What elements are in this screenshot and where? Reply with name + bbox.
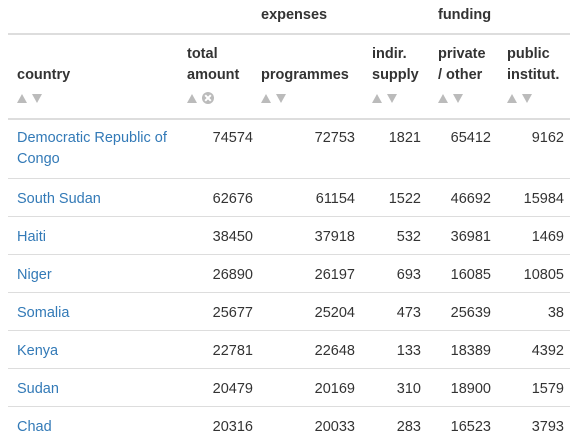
column-header-private-other[interactable]: private / other: [438, 44, 486, 86]
programmes-cell: 20169: [314, 381, 355, 397]
public-institut-cell: 15984: [523, 191, 564, 207]
total-amount-cell: 62676: [212, 191, 253, 207]
country-link[interactable]: Sudan: [17, 381, 59, 397]
public-institut-cell: 3793: [531, 419, 564, 435]
column-header-indir-supply[interactable]: indir. supply: [372, 44, 419, 86]
table-row: Haiti 38450 37918 532 36981 1469: [8, 216, 570, 255]
column-header-public-institut[interactable]: public institut.: [507, 44, 559, 86]
header-line-1: indir.: [372, 46, 407, 62]
indir-supply-cell: 693: [396, 267, 421, 283]
header-line-2: supply: [372, 67, 419, 83]
programmes-cell: 26197: [314, 267, 355, 283]
sort-ascending-icon[interactable]: [438, 93, 448, 103]
country-link[interactable]: Niger: [17, 267, 52, 283]
public-institut-cell: 38: [547, 305, 564, 321]
indir-supply-cell: 310: [396, 381, 421, 397]
sort-descending-icon[interactable]: [387, 93, 397, 103]
header-line-2: country: [17, 67, 71, 83]
indir-supply-cell: 532: [396, 229, 421, 245]
group-header-funding: funding: [438, 7, 492, 23]
public-institut-cell: 1579: [531, 381, 564, 397]
private-other-cell: 25639: [450, 305, 491, 321]
public-institut-cell: 10805: [523, 267, 564, 283]
sort-controls-country: [17, 92, 42, 104]
private-other-cell: 46692: [450, 191, 491, 207]
country-link[interactable]: Kenya: [17, 343, 59, 359]
column-header-country[interactable]: country: [17, 44, 70, 86]
total-amount-cell: 20479: [212, 381, 253, 397]
private-other-cell: 65412: [450, 130, 491, 146]
header-divider: [8, 118, 570, 120]
programmes-cell: 72753: [314, 130, 355, 146]
table-row: Chad 20316 20033 283 16523 3793: [8, 406, 570, 439]
table-row: Sudan 20479 20169 310 18900 1579: [8, 368, 570, 407]
sort-controls-public-institut: [507, 92, 532, 104]
sort-controls-total-amount: [187, 92, 214, 104]
sort-descending-icon[interactable]: [32, 93, 42, 103]
column-header-programmes[interactable]: programmes: [261, 44, 349, 86]
programmes-cell: 20033: [314, 419, 355, 435]
country-link[interactable]: Democratic Republic of Congo: [17, 130, 167, 167]
column-header-total-amount[interactable]: total amount: [187, 44, 239, 86]
private-other-cell: 16523: [450, 419, 491, 435]
header-line-1: public: [507, 46, 550, 62]
programmes-cell: 25204: [314, 305, 355, 321]
country-link[interactable]: Somalia: [17, 305, 70, 321]
private-other-cell: 36981: [450, 229, 491, 245]
header-line-1: [261, 44, 349, 65]
table-row: South Sudan 62676 61154 1522 46692 15984: [8, 178, 570, 217]
sort-ascending-icon[interactable]: [372, 93, 382, 103]
total-amount-cell: 26890: [212, 267, 253, 283]
sort-ascending-icon[interactable]: [187, 93, 197, 103]
sort-ascending-icon[interactable]: [261, 93, 271, 103]
indir-supply-cell: 1522: [388, 191, 421, 207]
table-row: Niger 26890 26197 693 16085 10805: [8, 254, 570, 293]
header-line-1: total: [187, 46, 218, 62]
table-row: Somalia 25677 25204 473 25639 38: [8, 292, 570, 331]
header-line-2: programmes: [261, 67, 349, 83]
group-header-expenses: expenses: [261, 7, 328, 23]
total-amount-cell: 74574: [212, 130, 253, 146]
sort-controls-programmes: [261, 92, 286, 104]
country-link[interactable]: Chad: [17, 419, 52, 435]
indir-supply-cell: 283: [396, 419, 421, 435]
public-institut-cell: 4392: [531, 343, 564, 359]
programmes-cell: 37918: [314, 229, 355, 245]
country-link[interactable]: Haiti: [17, 229, 47, 245]
total-amount-cell: 25677: [212, 305, 253, 321]
header-line-2: amount: [187, 67, 240, 83]
indir-supply-cell: 133: [396, 343, 421, 359]
sort-descending-icon[interactable]: [453, 93, 463, 103]
header-line-2: institut.: [507, 67, 560, 83]
indir-supply-cell: 473: [396, 305, 421, 321]
table-row: Democratic Republic of Congo 74574 72753…: [8, 118, 570, 178]
total-amount-cell: 38450: [212, 229, 253, 245]
private-other-cell: 18389: [450, 343, 491, 359]
public-institut-cell: 9162: [531, 130, 564, 146]
public-institut-cell: 1469: [531, 229, 564, 245]
sort-descending-icon[interactable]: [276, 93, 286, 103]
sort-ascending-icon[interactable]: [17, 93, 27, 103]
total-amount-cell: 22781: [212, 343, 253, 359]
header-line-1: private: [438, 46, 486, 62]
total-amount-cell: 20316: [212, 419, 253, 435]
sort-controls-private-other: [438, 92, 463, 104]
indir-supply-cell: 1821: [388, 130, 421, 146]
clear-sort-icon[interactable]: [202, 92, 214, 104]
header-line-2: / other: [438, 67, 483, 83]
programmes-cell: 22648: [314, 343, 355, 359]
table-row: Kenya 22781 22648 133 18389 4392: [8, 330, 570, 369]
sort-descending-icon[interactable]: [522, 93, 532, 103]
programmes-cell: 61154: [315, 191, 355, 207]
private-other-cell: 18900: [450, 381, 491, 397]
sort-controls-indir-supply: [372, 92, 397, 104]
private-other-cell: 16085: [450, 267, 491, 283]
sort-ascending-icon[interactable]: [507, 93, 517, 103]
header-line-1: [17, 44, 70, 65]
country-link[interactable]: South Sudan: [17, 191, 101, 207]
group-header-divider: [8, 33, 570, 35]
